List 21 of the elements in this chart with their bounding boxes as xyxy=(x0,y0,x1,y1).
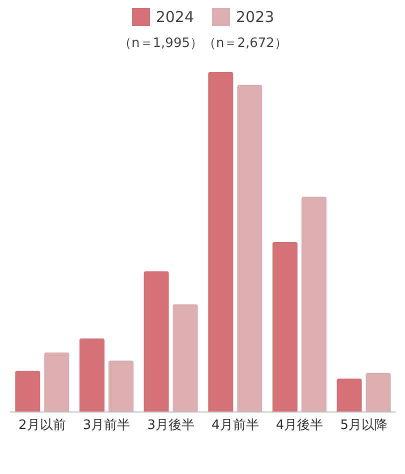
bar xyxy=(366,372,391,412)
chart-subtitle: （n＝1,995）（n＝2,672） xyxy=(118,35,288,52)
bar xyxy=(15,370,40,412)
bar xyxy=(144,271,169,412)
legend-label: 2023 xyxy=(235,8,274,26)
bar xyxy=(272,242,298,412)
bar xyxy=(301,196,326,412)
x-tick-label: 5月以降 xyxy=(340,418,388,434)
legend-label: 2024 xyxy=(154,8,194,26)
bar xyxy=(208,72,234,412)
x-tick-label: 3月前半 xyxy=(82,418,130,434)
bar xyxy=(172,304,198,412)
x-tick-label: 4月後半 xyxy=(276,418,324,434)
bar xyxy=(79,338,104,412)
x-tick-label: 3月後半 xyxy=(147,418,194,434)
bar xyxy=(44,352,70,412)
bar xyxy=(237,84,262,412)
x-tick-label: 2月以前 xyxy=(18,418,66,434)
bar xyxy=(108,360,134,412)
bar xyxy=(336,378,362,412)
x-tick-label: 4月前半 xyxy=(212,418,259,434)
